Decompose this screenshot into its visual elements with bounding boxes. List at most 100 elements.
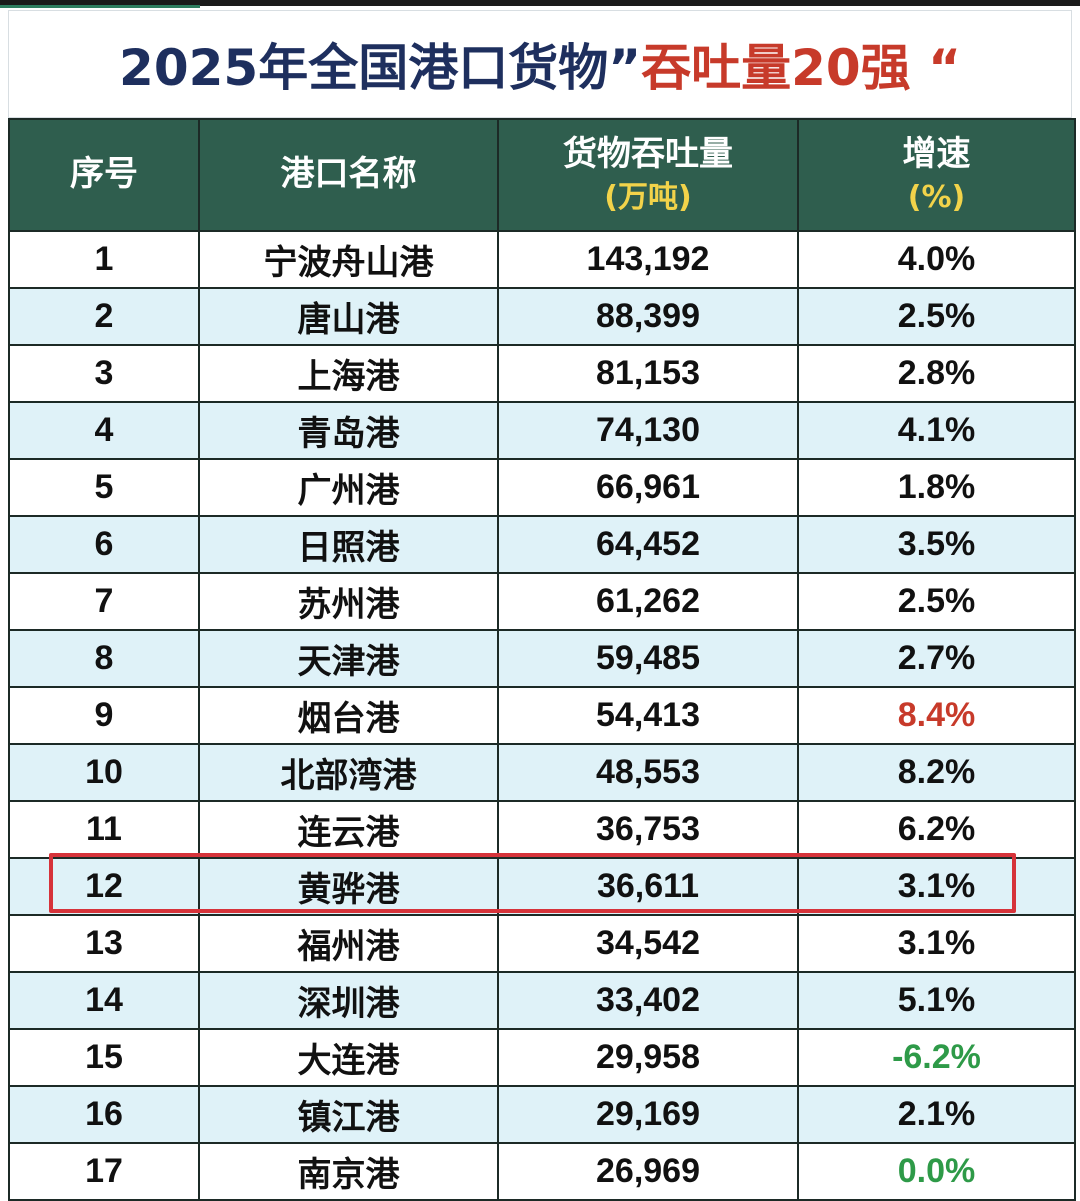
cell-throughput-value: 34,542 bbox=[596, 924, 700, 962]
table-row: 12 黄骅港 36,611 3.1% bbox=[8, 857, 1076, 916]
cell-rank-value: 9 bbox=[94, 696, 114, 734]
cell-growth: 8.2% bbox=[797, 743, 1076, 802]
cell-growth: -6.2% bbox=[797, 1028, 1076, 1087]
cell-throughput-value: 74,130 bbox=[596, 411, 700, 449]
cell-growth: 2.8% bbox=[797, 344, 1076, 403]
cell-rank-value: 10 bbox=[85, 753, 123, 791]
header-row: 序号 港口名称 货物吞吐量 (万吨) 增速 (%) bbox=[8, 118, 1076, 232]
header-throughput-unit: (万吨) bbox=[604, 179, 692, 215]
cell-port-name: 福州港 bbox=[198, 914, 499, 973]
cell-throughput: 34,542 bbox=[497, 914, 799, 973]
cell-port-name: 深圳港 bbox=[198, 971, 499, 1030]
cell-rank: 8 bbox=[8, 629, 200, 688]
cell-growth-value: 3.1% bbox=[897, 867, 976, 905]
cell-throughput: 36,611 bbox=[497, 857, 799, 916]
cell-port-name-value: 宁波舟山港 bbox=[263, 243, 434, 283]
top-accent-bar bbox=[0, 5, 200, 8]
table-row: 8 天津港 59,485 2.7% bbox=[8, 629, 1076, 688]
cell-rank: 13 bbox=[8, 914, 200, 973]
cell-rank-value: 13 bbox=[85, 924, 123, 962]
cell-rank-value: 6 bbox=[94, 525, 114, 563]
cell-port-name: 上海港 bbox=[198, 344, 499, 403]
cell-growth-value: 3.1% bbox=[897, 924, 976, 962]
header-growth-unit: (%) bbox=[907, 179, 966, 215]
table-row: 3 上海港 81,153 2.8% bbox=[8, 344, 1076, 403]
cell-rank-value: 8 bbox=[94, 639, 114, 677]
cell-growth-value: 2.1% bbox=[897, 1095, 976, 1133]
cell-growth: 3.1% bbox=[797, 857, 1076, 916]
cell-port-name: 苏州港 bbox=[198, 572, 499, 631]
cell-rank: 14 bbox=[8, 971, 200, 1030]
cell-rank: 7 bbox=[8, 572, 200, 631]
cell-port-name: 青岛港 bbox=[198, 401, 499, 460]
cell-growth-value: 1.8% bbox=[897, 468, 976, 506]
cell-throughput-value: 61,262 bbox=[596, 582, 700, 620]
cell-port-name: 连云港 bbox=[198, 800, 499, 859]
table-row: 10 北部湾港 48,553 8.2% bbox=[8, 743, 1076, 802]
cell-growth-value: 2.5% bbox=[897, 297, 976, 335]
cell-growth-value: 3.5% bbox=[897, 525, 976, 563]
cell-port-name: 黄骅港 bbox=[198, 857, 499, 916]
cell-rank: 10 bbox=[8, 743, 200, 802]
cell-growth: 6.2% bbox=[797, 800, 1076, 859]
cell-rank: 4 bbox=[8, 401, 200, 460]
cell-port-name-value: 上海港 bbox=[297, 357, 400, 397]
cell-growth: 2.5% bbox=[797, 572, 1076, 631]
cell-throughput: 33,402 bbox=[497, 971, 799, 1030]
cell-growth-value: -6.2% bbox=[892, 1038, 981, 1076]
cell-throughput-value: 54,413 bbox=[596, 696, 700, 734]
cell-port-name-value: 福州港 bbox=[297, 927, 400, 967]
cell-throughput: 54,413 bbox=[497, 686, 799, 745]
cell-growth-value: 8.2% bbox=[897, 753, 976, 791]
cell-rank: 5 bbox=[8, 458, 200, 517]
cell-rank: 6 bbox=[8, 515, 200, 574]
cell-throughput: 29,958 bbox=[497, 1028, 799, 1087]
cell-throughput: 48,553 bbox=[497, 743, 799, 802]
title-part-1: 2025年全国港口货物” bbox=[119, 39, 642, 97]
cell-growth-value: 0.0% bbox=[897, 1152, 976, 1190]
cell-port-name-value: 苏州港 bbox=[297, 585, 400, 625]
cell-port-name-value: 天津港 bbox=[297, 642, 400, 682]
cell-throughput: 81,153 bbox=[497, 344, 799, 403]
table-title: 2025年全国港口货物” 吞吐量20强 “ bbox=[8, 10, 1072, 118]
cell-throughput-value: 88,399 bbox=[596, 297, 700, 335]
cell-throughput: 26,969 bbox=[497, 1142, 799, 1201]
title-box bbox=[8, 10, 1072, 118]
cell-throughput: 36,753 bbox=[497, 800, 799, 859]
cell-growth: 5.1% bbox=[797, 971, 1076, 1030]
cell-throughput-value: 36,611 bbox=[596, 867, 700, 905]
cell-port-name-value: 大连港 bbox=[297, 1041, 400, 1081]
table-row: 17 南京港 26,969 0.0% bbox=[8, 1142, 1076, 1201]
cell-rank: 11 bbox=[8, 800, 200, 859]
cell-port-name-value: 深圳港 bbox=[297, 984, 400, 1024]
header-growth: 增速 (%) bbox=[797, 118, 1076, 232]
header-growth-label: 增速 bbox=[902, 133, 971, 174]
cell-growth-value: 2.5% bbox=[897, 582, 976, 620]
cell-port-name-value: 广州港 bbox=[297, 471, 400, 511]
cell-port-name-value: 南京港 bbox=[297, 1155, 400, 1195]
cell-growth-value: 5.1% bbox=[897, 981, 976, 1019]
table-row: 11 连云港 36,753 6.2% bbox=[8, 800, 1076, 859]
cell-port-name-value: 镇江港 bbox=[297, 1098, 400, 1138]
cell-throughput: 88,399 bbox=[497, 287, 799, 346]
cell-port-name: 唐山港 bbox=[198, 287, 499, 346]
cell-port-name: 北部湾港 bbox=[198, 743, 499, 802]
cell-growth: 3.5% bbox=[797, 515, 1076, 574]
header-port: 港口名称 bbox=[198, 118, 499, 232]
cell-rank: 12 bbox=[8, 857, 200, 916]
cell-growth: 3.1% bbox=[797, 914, 1076, 973]
cell-port-name-value: 连云港 bbox=[297, 813, 400, 853]
cell-port-name: 天津港 bbox=[198, 629, 499, 688]
cell-growth-value: 6.2% bbox=[897, 810, 976, 848]
cell-rank: 2 bbox=[8, 287, 200, 346]
cell-growth: 4.1% bbox=[797, 401, 1076, 460]
cell-growth: 2.1% bbox=[797, 1085, 1076, 1144]
cell-growth-value: 8.4% bbox=[897, 696, 976, 734]
table-row: 4 青岛港 74,130 4.1% bbox=[8, 401, 1076, 460]
cell-port-name: 宁波舟山港 bbox=[198, 230, 499, 289]
table-row: 1 宁波舟山港 143,192 4.0% bbox=[8, 230, 1076, 289]
cell-rank-value: 17 bbox=[85, 1152, 123, 1190]
cell-throughput: 66,961 bbox=[497, 458, 799, 517]
cell-rank-value: 15 bbox=[85, 1038, 123, 1076]
